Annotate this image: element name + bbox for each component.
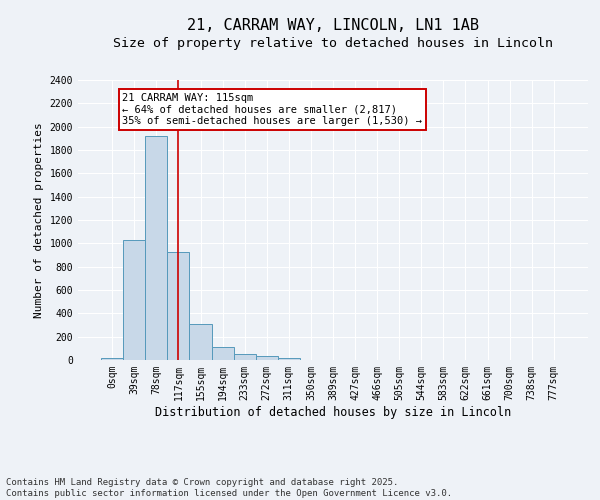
- Bar: [278, 358, 300, 360]
- Bar: [101, 358, 123, 360]
- Bar: [145, 136, 167, 360]
- Text: Contains HM Land Registry data © Crown copyright and database right 2025.
Contai: Contains HM Land Registry data © Crown c…: [6, 478, 452, 498]
- Bar: [190, 324, 212, 360]
- Text: 21 CARRAM WAY: 115sqm
← 64% of detached houses are smaller (2,817)
35% of semi-d: 21 CARRAM WAY: 115sqm ← 64% of detached …: [122, 93, 422, 126]
- Text: 21, CARRAM WAY, LINCOLN, LN1 1AB: 21, CARRAM WAY, LINCOLN, LN1 1AB: [187, 18, 479, 32]
- Bar: [233, 354, 256, 360]
- Text: Size of property relative to detached houses in Lincoln: Size of property relative to detached ho…: [113, 38, 553, 51]
- Bar: [256, 356, 278, 360]
- Bar: [123, 240, 145, 360]
- Bar: [212, 347, 233, 360]
- Bar: [167, 252, 190, 360]
- X-axis label: Distribution of detached houses by size in Lincoln: Distribution of detached houses by size …: [155, 406, 511, 418]
- Y-axis label: Number of detached properties: Number of detached properties: [34, 122, 44, 318]
